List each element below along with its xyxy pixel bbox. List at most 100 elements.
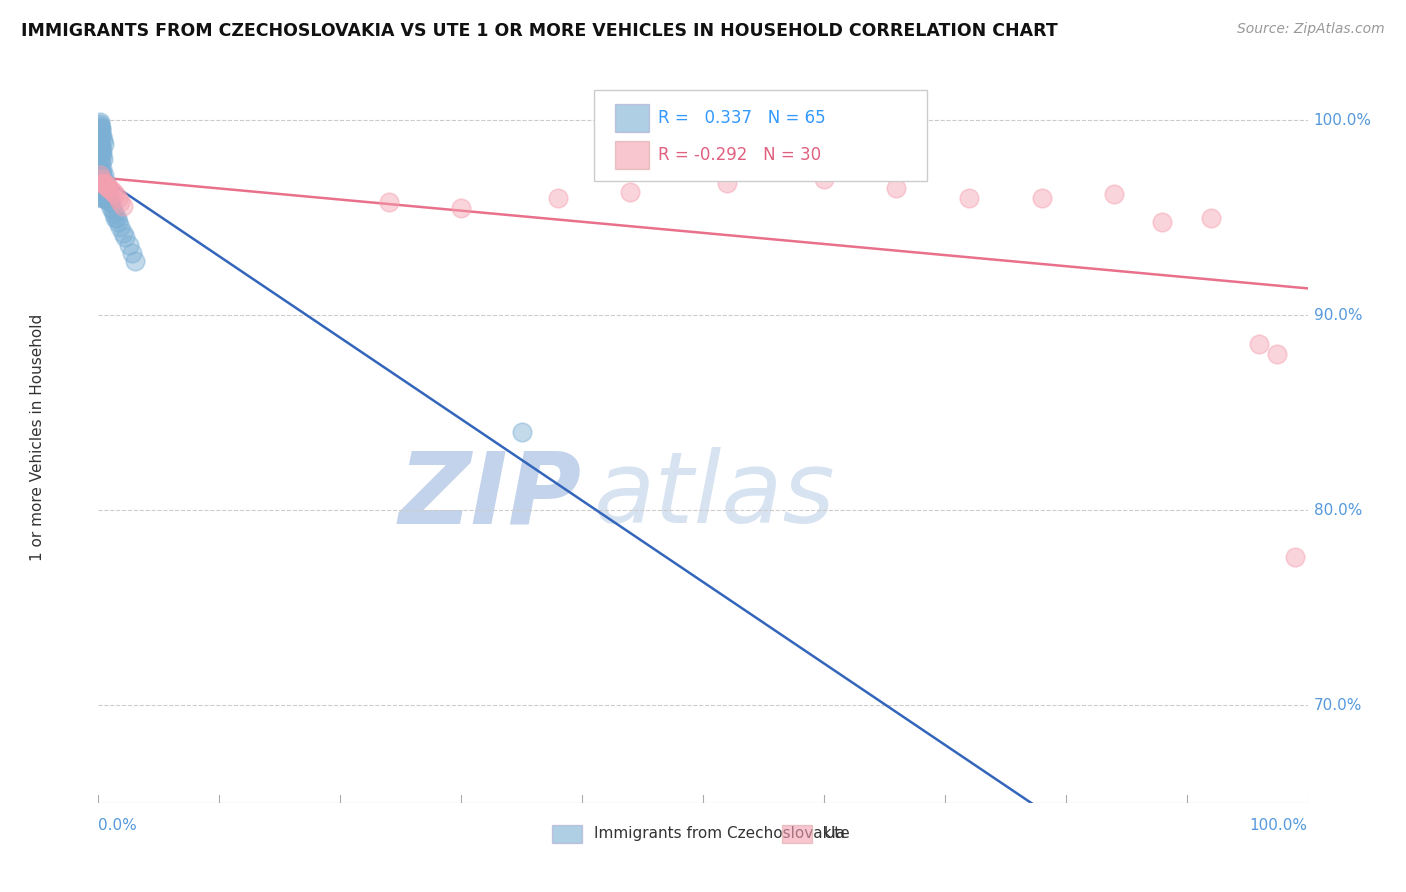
Point: [89, 142, 111, 156]
Text: R =   0.337   N = 65: R = 0.337 N = 65: [658, 109, 825, 128]
Point: [91, 168, 114, 182]
Point: [96, 191, 118, 205]
Point: [91, 191, 114, 205]
Text: 70.0%: 70.0%: [1313, 698, 1362, 713]
Point: [96, 181, 118, 195]
Point: [91, 176, 114, 190]
Point: [108, 220, 131, 235]
Point: [100, 201, 122, 215]
Point: [91, 171, 114, 186]
Point: [111, 226, 134, 240]
Point: [98, 195, 121, 210]
Point: [118, 238, 141, 252]
Point: [91, 171, 114, 186]
FancyBboxPatch shape: [614, 141, 648, 169]
Text: IMMIGRANTS FROM CZECHOSLOVAKIA VS UTE 1 OR MORE VEHICLES IN HOUSEHOLD CORRELATIO: IMMIGRANTS FROM CZECHOSLOVAKIA VS UTE 1 …: [21, 22, 1057, 40]
Point: [105, 211, 128, 225]
Point: [886, 181, 908, 195]
Point: [91, 183, 114, 197]
Point: [93, 176, 115, 190]
Point: [377, 195, 399, 210]
Point: [101, 186, 124, 200]
Point: [90, 123, 112, 137]
Point: [104, 211, 127, 225]
Point: [716, 176, 738, 190]
Text: 90.0%: 90.0%: [1313, 308, 1362, 323]
Point: [94, 176, 117, 190]
Point: [1249, 337, 1271, 351]
Point: [90, 127, 112, 141]
Point: [1199, 211, 1222, 225]
FancyBboxPatch shape: [782, 825, 811, 843]
Point: [93, 168, 115, 182]
Point: [1267, 347, 1289, 361]
Point: [93, 181, 115, 195]
Text: Immigrants from Czechoslovakia: Immigrants from Czechoslovakia: [595, 826, 845, 841]
Text: 100.0%: 100.0%: [1250, 818, 1308, 833]
Point: [91, 133, 114, 147]
Point: [104, 187, 127, 202]
Point: [89, 119, 111, 133]
Point: [108, 195, 131, 210]
Point: [91, 178, 114, 192]
Point: [1152, 214, 1174, 228]
Point: [510, 425, 533, 440]
Point: [91, 176, 114, 190]
FancyBboxPatch shape: [551, 825, 582, 843]
Text: R = -0.292   N = 30: R = -0.292 N = 30: [658, 145, 821, 164]
Point: [94, 181, 117, 195]
FancyBboxPatch shape: [595, 90, 927, 181]
Point: [91, 152, 114, 166]
Point: [91, 186, 114, 200]
Point: [450, 201, 472, 215]
Point: [111, 199, 134, 213]
Point: [91, 191, 114, 205]
Text: ZIP: ZIP: [399, 447, 582, 544]
Point: [957, 191, 980, 205]
Point: [90, 171, 112, 186]
Point: [100, 183, 122, 197]
Point: [90, 156, 112, 170]
Point: [91, 148, 114, 162]
Point: [93, 191, 115, 205]
Point: [96, 179, 118, 194]
Point: [97, 181, 120, 195]
Point: [97, 186, 120, 200]
Point: [89, 161, 111, 176]
Point: [93, 178, 115, 192]
Point: [89, 152, 111, 166]
Point: [94, 191, 117, 205]
Point: [98, 181, 121, 195]
Point: [124, 253, 146, 268]
Point: [90, 166, 112, 180]
Point: [90, 176, 112, 190]
Text: Source: ZipAtlas.com: Source: ZipAtlas.com: [1237, 22, 1385, 37]
Point: [90, 171, 112, 186]
Point: [107, 214, 129, 228]
Text: 0.0%: 0.0%: [98, 818, 138, 833]
Point: [89, 115, 111, 129]
Point: [90, 145, 112, 159]
Point: [89, 133, 111, 147]
Point: [89, 117, 111, 131]
Text: 80.0%: 80.0%: [1313, 503, 1362, 517]
Point: [813, 171, 835, 186]
Point: [90, 140, 112, 154]
Point: [91, 145, 114, 159]
Point: [90, 120, 112, 135]
Point: [103, 207, 125, 221]
FancyBboxPatch shape: [614, 104, 648, 132]
Point: [619, 186, 641, 200]
Point: [93, 136, 115, 151]
Point: [91, 176, 114, 190]
Point: [91, 181, 114, 195]
Point: [98, 191, 121, 205]
Point: [107, 191, 129, 205]
Text: Ute: Ute: [824, 826, 851, 841]
Point: [101, 202, 124, 217]
Point: [114, 230, 136, 244]
Point: [1102, 187, 1125, 202]
Point: [89, 168, 111, 182]
Point: [91, 128, 114, 143]
Point: [121, 245, 143, 260]
